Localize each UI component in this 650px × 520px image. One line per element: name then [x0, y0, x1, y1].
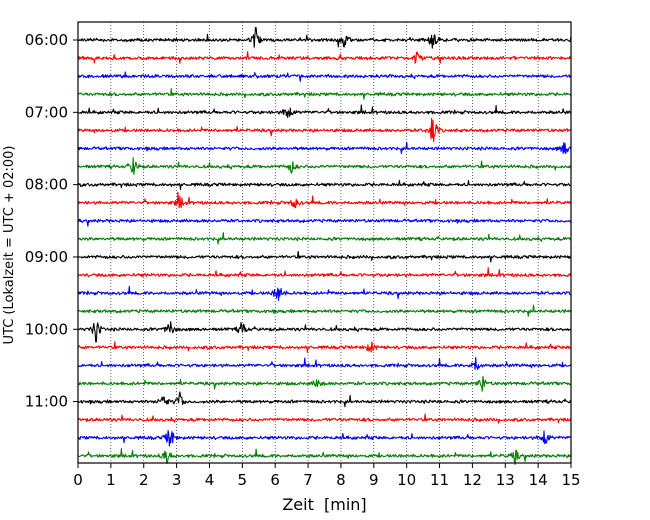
- y-axis-label: UTC (Lokalzeit = UTC + 02:00): [2, 146, 17, 345]
- seismic-trace: [77, 250, 572, 263]
- seismic-trace: [77, 104, 572, 119]
- seismic-trace: [77, 413, 572, 424]
- y-tick-label: 07:00: [25, 103, 68, 121]
- seismic-trace: [77, 191, 572, 209]
- seismic-trace: [77, 26, 572, 49]
- x-tick-label: 13: [496, 471, 515, 489]
- y-tick-label: 10:00: [25, 320, 68, 338]
- y-axis-ticks: 06:00 07:00 08:00 09:00 10:00 11:00: [25, 31, 78, 411]
- x-tick-label: 14: [529, 471, 548, 489]
- seismic-trace: [77, 117, 572, 143]
- y-tick-label: 06:00: [25, 31, 68, 49]
- seismic-trace: [77, 341, 572, 353]
- x-axis-ticks: 0 1 2 3 4 5 6 7 8 9 10 11 12 13 14 15: [73, 463, 581, 489]
- x-tick-label: 10: [397, 471, 416, 489]
- x-tick-label: 15: [561, 471, 580, 489]
- x-tick-label: 8: [336, 471, 346, 489]
- seismic-trace: [77, 391, 572, 408]
- y-tick-label: 11:00: [25, 393, 68, 411]
- seismic-trace: [77, 357, 572, 370]
- x-tick-label: 0: [73, 471, 83, 489]
- seismic-trace: [77, 51, 572, 64]
- seismic-trace: [77, 285, 572, 302]
- x-tick-label: 9: [369, 471, 379, 489]
- seismic-trace: [77, 321, 572, 343]
- x-tick-label: 11: [430, 471, 449, 489]
- vertical-grid: [110, 22, 539, 463]
- x-tick-label: 4: [205, 471, 215, 489]
- y-tick-label: 09:00: [25, 248, 68, 266]
- seismic-trace: [77, 375, 571, 392]
- seismic-trace: [77, 429, 572, 447]
- seismic-trace: [77, 218, 572, 227]
- seismic-trace: [77, 88, 572, 100]
- y-tick-label: 08:00: [25, 176, 68, 194]
- seismic-trace: [77, 447, 572, 465]
- x-tick-label: 5: [238, 471, 248, 489]
- x-tick-label: 12: [463, 471, 482, 489]
- seismic-trace: [77, 267, 572, 278]
- seismic-trace: [77, 179, 572, 191]
- seismic-trace: [77, 141, 572, 155]
- seismic-trace: [77, 304, 572, 317]
- trace-group: [77, 26, 572, 465]
- x-tick-label: 2: [139, 471, 149, 489]
- plot-frame: [77, 21, 572, 464]
- seismic-trace: [77, 71, 572, 82]
- x-axis-label: Zeit [min]: [282, 495, 366, 514]
- x-tick-label: 1: [106, 471, 116, 489]
- seismic-trace: [77, 157, 572, 176]
- x-tick-label: 6: [270, 471, 280, 489]
- x-tick-label: 7: [303, 471, 313, 489]
- x-tick-label: 3: [172, 471, 182, 489]
- seismic-trace: [77, 232, 572, 245]
